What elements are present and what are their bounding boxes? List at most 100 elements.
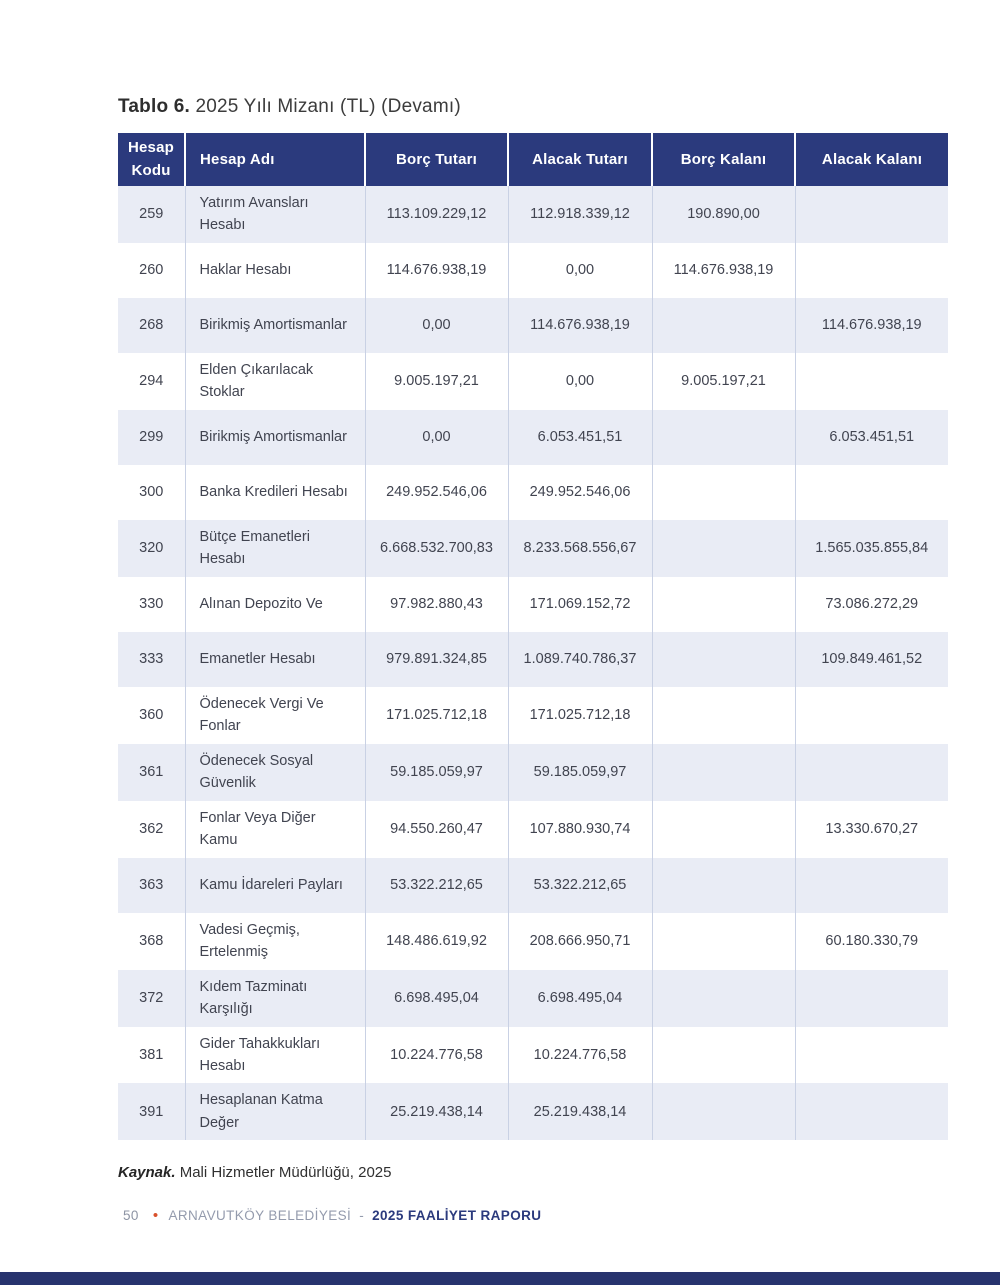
bullet-icon: • (152, 1207, 159, 1224)
column-header-hesap-kodu: Hesap Kodu (118, 133, 186, 186)
cell-code: 381 (118, 1026, 186, 1084)
table-row: 330 Alınan Depozito Ve 97.982.880,43 171.06… (118, 576, 948, 632)
cell-code: 294 (118, 352, 186, 410)
cell-code: 372 (118, 969, 186, 1027)
cell-code: 368 (118, 912, 186, 970)
cell-borc-kalani (652, 686, 796, 744)
table-row: 361 Ödenecek Sosyal Güvenlik 59.185.059,97… (118, 743, 948, 801)
cell-borc-tutari: 97.982.880,43 (365, 576, 509, 632)
cell-alacak-kalani (795, 687, 948, 744)
footer-separator: - (359, 1208, 365, 1223)
cell-alacak-tutari: 8.233.568.556,67 (508, 519, 653, 577)
cell-borc-kalani (652, 969, 796, 1027)
table-title-number: Tablo 6. (118, 96, 190, 117)
cell-borc-tutari: 59.185.059,97 (365, 743, 509, 801)
cell-borc-tutari: 249.952.546,06 (365, 464, 509, 520)
cell-borc-kalani (652, 1026, 796, 1084)
cell-name: Vadesi Geçmiş, Ertelenmiş (185, 912, 366, 970)
cell-borc-tutari: 113.109.229,12 (365, 186, 509, 243)
cell-name: Birikmiş Amortismanlar (185, 409, 366, 465)
report-title: 2025 FAALİYET RAPORU (372, 1208, 542, 1223)
bottom-accent-bar (0, 1272, 1000, 1285)
cell-name: Ödenecek Sosyal Güvenlik (185, 743, 366, 801)
cell-alacak-tutari: 6.698.495,04 (508, 969, 653, 1027)
cell-name: Emanetler Hesabı (185, 631, 366, 687)
cell-borc-tutari: 10.224.776,58 (365, 1026, 509, 1084)
cell-alacak-kalani (795, 465, 948, 520)
cell-alacak-tutari: 59.185.059,97 (508, 743, 653, 801)
table-title-text: 2025 Yılı Mizanı (TL) (Devamı) (189, 96, 461, 117)
cell-name: Yatırım Avansları Hesabı (185, 186, 366, 243)
cell-borc-kalani (652, 519, 796, 577)
cell-borc-kalani: 114.676.938,19 (652, 242, 796, 298)
cell-code: 361 (118, 743, 186, 801)
table-row: 362 Fonlar Veya Diğer Kamu 94.550.260,47 10… (118, 800, 948, 858)
cell-alacak-kalani: 60.180.330,79 (825, 932, 919, 949)
column-header-borc-tutari: Borç Tutarı (365, 133, 509, 186)
cell-borc-kalani (652, 800, 796, 858)
cell-alacak-tutari: 107.880.930,74 (508, 800, 653, 858)
table-row: 372 Kıdem Tazminatı Karşılığı 6.698.495,04… (118, 969, 948, 1027)
cell-alacak-kalani (795, 186, 948, 243)
cell-code: 300 (118, 464, 186, 520)
table-row: 368 Vadesi Geçmiş, Ertelenmiş 148.486.619,… (118, 912, 948, 970)
table-body: 259 Yatırım Avansları Hesabı 113.109.229,1… (118, 186, 948, 1141)
cell-name: Bütçe Emanetleri Hesabı (185, 519, 366, 577)
source-text: Mali Hizmetler Müdürlüğü, 2025 (175, 1164, 392, 1182)
column-header-alacak-kalani: Alacak Kalanı (795, 133, 948, 186)
cell-alacak-kalani: 6.053.451,51 (829, 429, 915, 446)
cell-alacak-kalani (795, 970, 948, 1027)
organization-name: ARNAVUTKÖY BELEDİYESİ (168, 1208, 352, 1223)
page-content: Tablo 6. 2025 Yılı Mizanı (TL) (Devamı) … (118, 96, 948, 1181)
cell-borc-tutari: 0,00 (365, 297, 509, 353)
cell-borc-tutari: 148.486.619,92 (365, 912, 509, 970)
cell-borc-kalani (652, 576, 796, 632)
table-header: Hesap Kodu Hesap Adı Borç Tutarı Alacak … (118, 133, 948, 186)
table-row: 268 Birikmiş Amortismanlar 0,00 114.676.938… (118, 297, 948, 353)
page-number: 50 (123, 1208, 139, 1223)
cell-name: Fonlar Veya Diğer Kamu (185, 800, 366, 858)
cell-code: 260 (118, 242, 186, 298)
cell-alacak-kalani (795, 858, 948, 913)
table-row: 320 Bütçe Emanetleri Hesabı 6.668.532.700,… (118, 519, 948, 577)
cell-borc-tutari: 6.668.532.700,83 (365, 519, 509, 577)
cell-code: 391 (118, 1083, 186, 1141)
cell-alacak-tutari: 0,00 (508, 242, 653, 298)
cell-alacak-kalani (795, 1027, 948, 1084)
cell-name: Banka Kredileri Hesabı (185, 464, 366, 520)
cell-borc-tutari: 9.005.197,21 (365, 352, 509, 410)
cell-borc-kalani (652, 1083, 796, 1141)
cell-name: Alınan Depozito Ve (185, 576, 366, 632)
cell-alacak-kalani (795, 744, 948, 801)
table-row: 300 Banka Kredileri Hesabı 249.952.546,06 2… (118, 464, 948, 520)
table-row: 259 Yatırım Avansları Hesabı 113.109.229,1… (118, 186, 948, 243)
cell-borc-kalani (652, 631, 796, 687)
cell-alacak-kalani (795, 243, 948, 298)
cell-borc-kalani: 9.005.197,21 (652, 352, 796, 410)
cell-code: 363 (118, 857, 186, 913)
cell-alacak-kalani: 1.565.035.855,84 (815, 540, 929, 557)
cell-name: Kamu İdareleri Payları (185, 857, 366, 913)
cell-code: 333 (118, 631, 186, 687)
cell-alacak-tutari: 1.089.740.786,37 (508, 631, 653, 687)
page-footer: 50 • ARNAVUTKÖY BELEDİYESİ - 2025 FAALİY… (123, 1207, 541, 1224)
cell-name: Elden Çıkarılacak Stoklar (185, 352, 366, 410)
table-row: 381 Gider Tahakkukları Hesabı 10.224.776,5… (118, 1026, 948, 1084)
table-row: 260 Haklar Hesabı 114.676.938,19 0,00 114.67… (118, 242, 948, 298)
cell-code: 320 (118, 519, 186, 577)
cell-alacak-kalani (795, 353, 948, 410)
cell-alacak-tutari: 171.069.152,72 (508, 576, 653, 632)
cell-alacak-tutari: 112.918.339,12 (508, 186, 653, 243)
table-row: 391 Hesaplanan Katma Değer 25.219.438,14 25… (118, 1083, 948, 1141)
trial-balance-table: Hesap Kodu Hesap Adı Borç Tutarı Alacak … (118, 133, 948, 1141)
cell-code: 268 (118, 297, 186, 353)
cell-alacak-tutari: 10.224.776,58 (508, 1026, 653, 1084)
cell-borc-tutari: 6.698.495,04 (365, 969, 509, 1027)
cell-alacak-tutari: 249.952.546,06 (508, 464, 653, 520)
cell-borc-tutari: 25.219.438,14 (365, 1083, 509, 1141)
table-row: 333 Emanetler Hesabı 979.891.324,85 1.089.7… (118, 631, 948, 687)
cell-borc-kalani (652, 857, 796, 913)
cell-alacak-tutari: 171.025.712,18 (508, 686, 653, 744)
cell-name: Kıdem Tazminatı Karşılığı (185, 969, 366, 1027)
cell-alacak-tutari: 6.053.451,51 (508, 409, 653, 465)
